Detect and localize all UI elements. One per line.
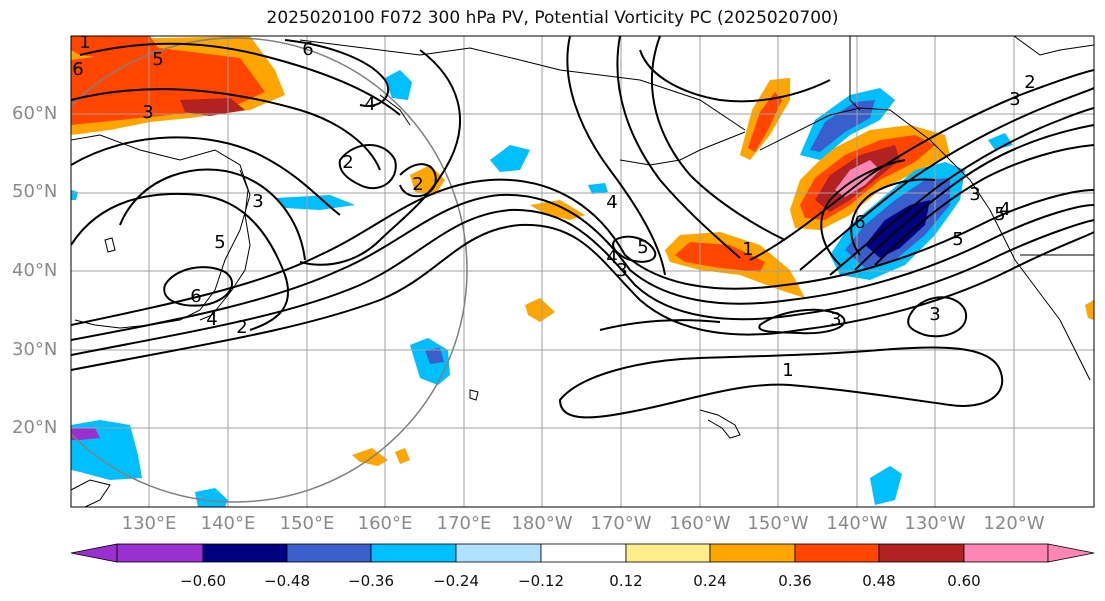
map-frame [70, 35, 1095, 508]
contour-label: 6 [190, 286, 201, 307]
lon-label: 130°W [904, 513, 966, 534]
lon-label: 150°E [279, 513, 335, 534]
contour-label: 4 [606, 192, 617, 213]
lon-label: 140°E [200, 513, 256, 534]
colorbar-tick-label: 0.12 [609, 572, 643, 590]
colorbar-segment [1047, 543, 1095, 563]
contour-label: 4 [364, 94, 375, 115]
lat-label: 20°N [12, 417, 58, 438]
lon-label: 120°W [983, 513, 1045, 534]
colorbar [70, 543, 1095, 563]
contour-label: 2 [342, 152, 353, 173]
lat-label: 30°N [12, 339, 58, 360]
contour-label: 2 [236, 317, 247, 338]
contour-label: 4 [206, 309, 217, 330]
contour-label: 3 [969, 184, 980, 205]
colorbar-segment [709, 543, 796, 563]
pv-anomaly-fills [71, 36, 1094, 507]
colorbar-segment [540, 543, 627, 563]
map-title: 2025020100 F072 300 hPa PV, Potential Vo… [266, 8, 839, 28]
contour-label: 6 [302, 39, 313, 60]
lat-label: 60°N [12, 103, 58, 124]
contour-label: 3 [830, 309, 841, 330]
lon-label: 180°W [511, 513, 573, 534]
lat-label: 40°N [12, 260, 58, 281]
colorbar-tick-label: 0.48 [862, 572, 896, 590]
colorbar-segment [455, 543, 542, 563]
contour-label: 1 [782, 360, 793, 381]
lat-label: 50°N [12, 181, 58, 202]
graticule [71, 36, 1094, 507]
colorbar-segment [116, 543, 204, 563]
contour-label: 6 [72, 59, 83, 80]
lon-label: 160°E [357, 513, 413, 534]
lon-label: 150°W [747, 513, 809, 534]
contour-labels: 6 5 3 1 6 4 2 3 2 5 6 4 2 4 5 3 4 3 5 6 … [72, 32, 1035, 381]
colorbar-segment [202, 543, 288, 563]
colorbar-segment [370, 543, 457, 563]
contour-label: 3 [616, 260, 627, 281]
contour-label: 4 [606, 247, 617, 268]
pv-contours [71, 36, 1094, 419]
lon-label: 170°E [436, 513, 492, 534]
colorbar-segment [286, 543, 372, 563]
contour-label: 5 [214, 232, 225, 253]
colorbar-tick-label: −0.60 [180, 572, 226, 590]
lon-label: 160°W [669, 513, 731, 534]
colorbar-segment [878, 543, 965, 563]
contour-label: 5 [637, 237, 648, 258]
contour-label: 5 [952, 229, 963, 250]
contour-label: 5 [152, 49, 163, 70]
contour-label: 1 [742, 239, 753, 260]
contour-label: 3 [142, 102, 153, 123]
colorbar-tick-label: 0.36 [778, 572, 812, 590]
colorbar-segment [70, 543, 118, 563]
lon-label: 170°W [590, 513, 652, 534]
colorbar-segment [963, 543, 1049, 563]
contour-label: 3 [1009, 89, 1020, 110]
contour-label: 4 [999, 199, 1010, 220]
contour-label: 2 [1024, 72, 1035, 93]
colorbar-segment [794, 543, 880, 563]
reference-circle [71, 37, 468, 503]
colorbar-tick-label: −0.24 [433, 572, 479, 590]
contour-label: 6 [854, 212, 865, 233]
colorbar-tick-label: −0.12 [518, 572, 564, 590]
colorbar-tick-label: 0.24 [693, 572, 727, 590]
contour-label: 2 [412, 174, 423, 195]
contour-label: 3 [929, 304, 940, 325]
colorbar-tick-label: −0.48 [264, 572, 310, 590]
colorbar-tick-label: 0.60 [947, 572, 981, 590]
contour-label: 3 [252, 191, 263, 212]
colorbar-segment [625, 543, 711, 563]
colorbar-tick-label: −0.36 [348, 572, 394, 590]
lon-label: 130°E [121, 513, 177, 534]
lon-label: 140°W [826, 513, 888, 534]
contour-label: 1 [79, 32, 90, 53]
contour-label: 5 [994, 204, 1005, 225]
